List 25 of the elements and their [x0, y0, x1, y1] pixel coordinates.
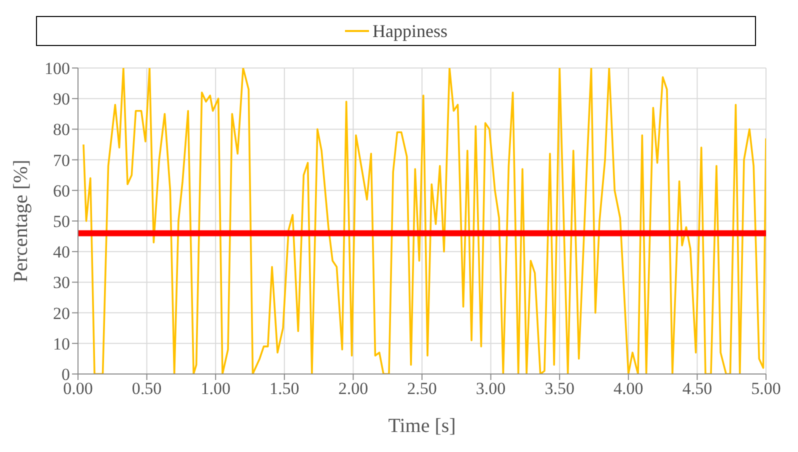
y-tick-label: 80 [53, 120, 70, 140]
x-tick-label: 1.50 [270, 379, 300, 398]
x-tick-label: 3.00 [476, 379, 506, 398]
x-tick-label: 2.50 [407, 379, 437, 398]
y-tick-label: 30 [53, 273, 70, 292]
y-tick-label: 70 [53, 150, 70, 170]
y-tick-label: 90 [53, 90, 70, 109]
x-tick-label: 4.00 [614, 379, 644, 398]
x-tick-label: 0.00 [63, 379, 93, 398]
x-axis-title: Time [s] [388, 415, 456, 437]
y-tick-label: 10 [53, 334, 70, 354]
y-tick-label: 50 [53, 212, 70, 232]
y-tick-label: 100 [44, 59, 70, 78]
x-tick-label: 0.50 [132, 379, 162, 398]
x-tick-label: 2.00 [338, 379, 368, 398]
x-tick-label: 1.00 [200, 379, 230, 398]
legend-label: Happiness [372, 20, 448, 42]
x-tick-label: 4.50 [682, 379, 712, 398]
y-tick-label: 60 [53, 181, 70, 200]
x-tick-label: 5.00 [751, 379, 781, 398]
y-axis-title: Percentage [%] [10, 160, 32, 282]
y-tick-label: 20 [53, 304, 70, 323]
line-series [82, 68, 766, 374]
y-tick-label: 40 [53, 242, 70, 262]
x-tick-label: 3.50 [544, 379, 574, 398]
